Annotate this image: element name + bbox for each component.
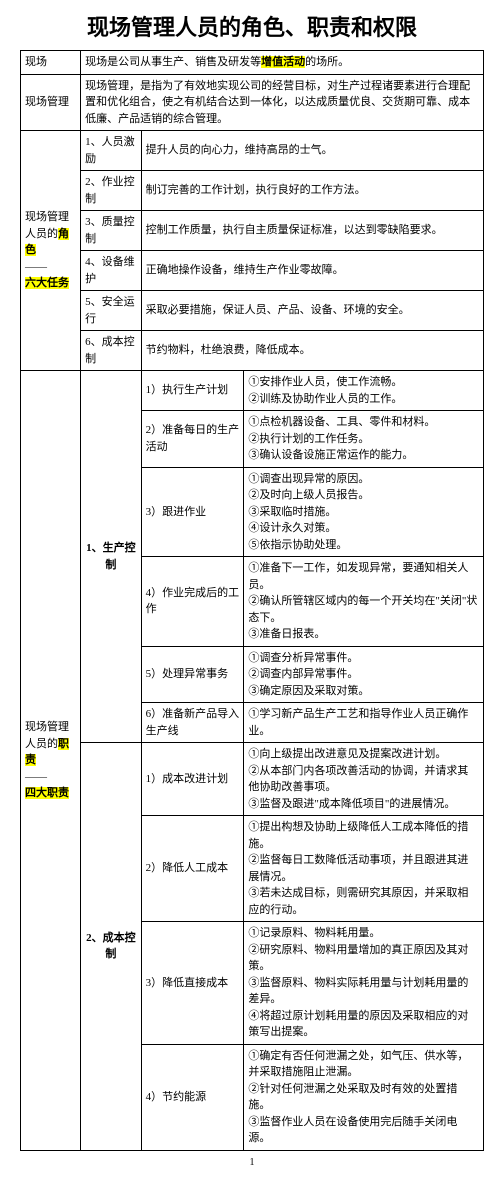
cell-s2-2a: 2）降低人工成本 — [141, 816, 244, 922]
page-number: 1 — [20, 1157, 484, 1168]
cell-s1-4b: ①准备下一工作，如发现异常，要通知相关人员。 ②确认所管辖区域内的每一个开关均在… — [244, 557, 484, 647]
cell-s2-1a: 1）成本改进计划 — [141, 743, 244, 816]
cell-task5-desc: 采取必要措施，保证人员、产品、设备、环境的安全。 — [141, 291, 483, 331]
cell-s2-4a: 4）节约能源 — [141, 1044, 244, 1150]
cell-task4-desc: 正确地操作设备，维持生产作业零故障。 — [141, 251, 483, 291]
cell-s2-3b: ①记录原料、物料耗用量。 ②研究原料、物料用量增加的真正原因及其对策。 ③监督原… — [244, 922, 484, 1045]
cell-xianchang-label: 现场 — [21, 51, 81, 75]
cell-s2-1b: ①向上级提出改进意见及提案改进计划。 ②从本部门内各项改善活动的协调，并请求其他… — [244, 743, 484, 816]
cell-guanli-label: 现场管理 — [21, 74, 81, 131]
cell-task5-label: 5、安全运行 — [81, 291, 141, 331]
cell-task4-label: 4、设备维护 — [81, 251, 141, 291]
cell-zhize-label: 现场管理人员的职责 —— 四大职责 — [21, 371, 81, 1151]
cell-s2-4b: ①确定有否任何泄漏之处，如气压、供水等，并采取措施阻止泄漏。 ②针对任何泄漏之处… — [244, 1044, 484, 1150]
cell-s1-2a: 2）准备每日的生产活动 — [141, 411, 244, 468]
cell-s1-2b: ①点检机器设备、工具、零件和材料。 ②执行计划的工作任务。 ③确认设备设施正常运… — [244, 411, 484, 468]
cell-s2-3a: 3）降低直接成本 — [141, 922, 244, 1045]
cell-s1-5b: ①调查分析异常事件。 ②调查内部异常事件。 ③确定原因及采取对策。 — [244, 646, 484, 703]
cell-task1-label: 1、人员激励 — [81, 131, 141, 171]
cell-task6-desc: 节约物料，杜绝浪费，降低成本。 — [141, 331, 483, 371]
cell-task3-label: 3、质量控制 — [81, 211, 141, 251]
cell-xianchang-def: 现场是公司从事生产、销售及研发等增值活动的场所。 — [81, 51, 484, 75]
cell-s1-6a: 6）准备新产品导入生产线 — [141, 703, 244, 743]
cell-s2-2b: ①提出构想及协助上级降低人工成本降低的措施。 ②监督每日工数降低活动事项，并且跟… — [244, 816, 484, 922]
cell-s1-6b: ①学习新产品生产工艺和指导作业人员正确作业。 — [244, 703, 484, 743]
cell-task6-label: 6、成本控制 — [81, 331, 141, 371]
cell-task1-desc: 提升人员的向心力，维持高昂的士气。 — [141, 131, 483, 171]
cell-s1-1b: ①安排作业人员，使工作流畅。 ②训练及协助作业人员的工作。 — [244, 371, 484, 411]
page-title: 现场管理人员的角色、职责和权限 — [20, 10, 484, 42]
cell-task2-label: 2、作业控制 — [81, 171, 141, 211]
cell-task3-desc: 控制工作质量，执行自主质量保证标准，以达到零缺陷要求。 — [141, 211, 483, 251]
main-table: 现场 现场是公司从事生产、销售及研发等增值活动的场所。 现场管理 现场管理，是指… — [20, 50, 484, 1151]
cell-s1-3b: ①调查出现异常的原因。 ②及时向上级人员报告。 ③采取临时措施。 ④设计永久对策… — [244, 467, 484, 557]
cell-guanli-def: 现场管理，是指为了有效地实现公司的经营目标，对生产过程诸要素进行合理配置和优化组… — [81, 74, 484, 131]
cell-role-label: 现场管理人员的角色 —— 六大任务 — [21, 131, 81, 371]
cell-sec1-label: 1、生产控制 — [81, 371, 141, 743]
cell-s1-5a: 5）处理异常事务 — [141, 646, 244, 703]
cell-sec2-label: 2、成本控制 — [81, 743, 141, 1151]
cell-s1-1a: 1）执行生产计划 — [141, 371, 244, 411]
cell-s1-3a: 3）跟进作业 — [141, 467, 244, 557]
cell-s1-4a: 4）作业完成后的工作 — [141, 557, 244, 647]
cell-task2-desc: 制订完善的工作计划，执行良好的工作方法。 — [141, 171, 483, 211]
